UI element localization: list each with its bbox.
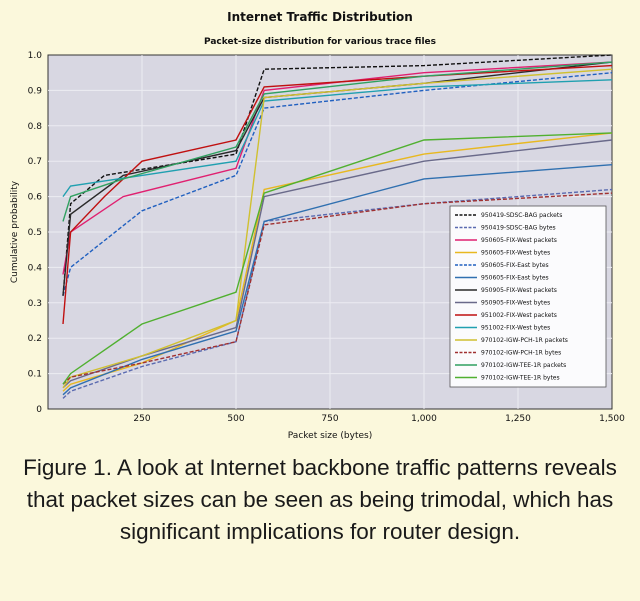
legend-entry: 951002-FIX-West packets [481, 312, 557, 319]
legend-entry: 950419-SDSC-BAG packets [481, 212, 562, 219]
chart: Internet Traffic Distribution Packet-siz… [10, 10, 626, 441]
series-line-10 [62, 79, 613, 198]
y-tick-label: 0 [36, 405, 42, 415]
x-tick-label: 750 [321, 414, 338, 424]
legend-entry: 950905-FIX-West packets [481, 287, 557, 294]
y-tick-label: 0.2 [28, 334, 42, 344]
legend-entry: 950905-FIX-West bytes [481, 300, 550, 307]
figure-caption: Figure 1. A look at Internet backbone tr… [23, 455, 617, 544]
y-tick-label: 0.6 [28, 193, 43, 203]
x-tick-label: 1,500 [599, 414, 625, 424]
y-tick-label: 0.1 [28, 370, 42, 380]
legend-entry: 970102-IGW-TEE-1R bytes [481, 375, 560, 382]
legend-entry: 970102-IGW-TEE-1R packets [481, 362, 566, 369]
y-tick-label: 0.5 [28, 228, 42, 238]
series-line-2 [62, 188, 613, 399]
legend-entry: 950419-SDSC-BAG bytes [481, 225, 556, 232]
legend-box [449, 205, 607, 388]
y-tick-label: 0.3 [28, 299, 42, 309]
series-lines [62, 54, 613, 399]
x-tick-label: 500 [227, 414, 244, 424]
x-axis-label: Packet size (bytes) [288, 431, 372, 441]
series-line-11 [62, 68, 613, 389]
y-tick-label: 0.4 [28, 263, 43, 273]
y-tick-label: 0.8 [28, 122, 43, 132]
legend-entry: 950605-FIX-West packets [481, 237, 557, 244]
y-tick-label: 0.7 [28, 157, 42, 167]
series-line-8 [62, 139, 613, 389]
chart-subtitle: Packet-size distribution for various tra… [204, 37, 436, 47]
legend-entry: 970102-IGW-PCH-1R bytes [481, 350, 561, 357]
legend-entry: 950605-FIX-East bytes [481, 275, 549, 282]
legend-entry: 950605-FIX-East bytes [481, 262, 549, 269]
series-line-1 [62, 54, 613, 296]
series-line-14 [62, 132, 613, 385]
legend: 950419-SDSC-BAG packets 950419-SDSC-BAG b… [449, 205, 607, 388]
tick-labels: 0 0.1 0.2 0.3 0.4 0.5 0.6 0.7 0.8 0.9 1.0 250 500 750… [28, 51, 625, 424]
y-axis-label: Cumulative probability [10, 180, 20, 283]
legend-entry: 951002-FIX-West bytes [481, 325, 550, 332]
y-tick-label: 0.9 [28, 86, 43, 96]
legend-entry: 950605-FIX-West bytes [481, 250, 550, 257]
x-tick-label: 1,000 [411, 414, 437, 424]
y-tick-label: 1.0 [28, 51, 43, 61]
chart-title: Internet Traffic Distribution [227, 10, 413, 24]
series-line-6 [62, 164, 613, 396]
x-tick-label: 250 [133, 414, 150, 424]
series-line-13 [62, 61, 613, 222]
series-line-9 [62, 64, 613, 325]
x-tick-label: 1,250 [505, 414, 531, 424]
legend-entry: 970102-IGW-PCH-1R packets [481, 337, 568, 344]
